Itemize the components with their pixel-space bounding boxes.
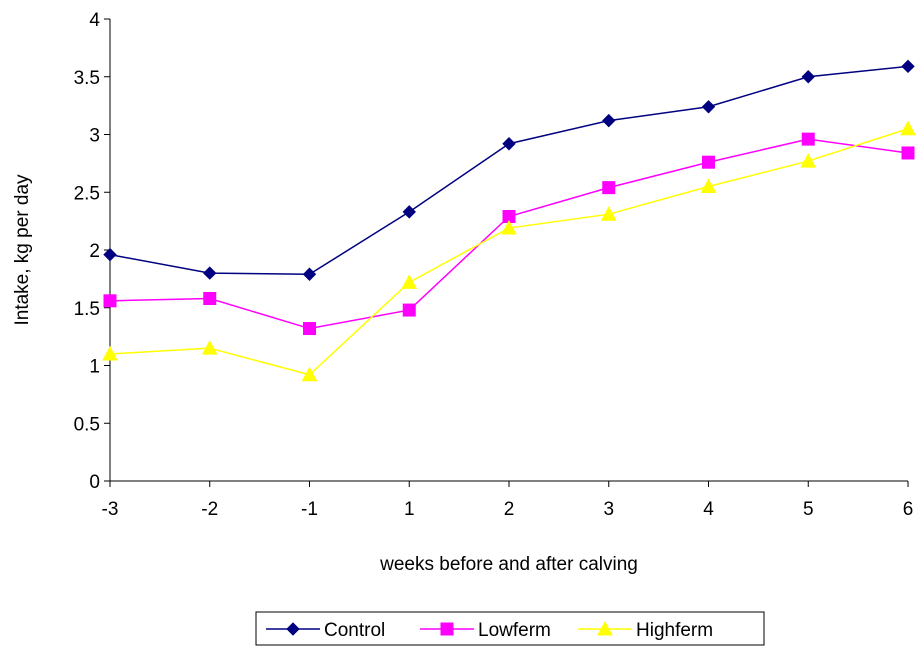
legend-marker-highferm — [597, 620, 613, 636]
series-lowferm — [103, 132, 915, 336]
y-tick-label: 3 — [89, 126, 100, 147]
data-point-lowferm — [801, 132, 815, 146]
data-point-control — [502, 137, 516, 151]
legend-label-lowferm: Lowferm — [478, 620, 551, 641]
series-highferm — [102, 120, 916, 382]
legend-marker-control — [286, 622, 300, 636]
legend-items: Control Lowferm Highferm — [266, 620, 713, 641]
x-tick-label: -3 — [102, 499, 119, 520]
data-point-lowferm — [901, 146, 915, 160]
data-point-lowferm — [402, 303, 416, 317]
series-control — [103, 59, 915, 281]
data-point-highferm — [401, 274, 418, 289]
data-point-control — [901, 59, 915, 74]
data-point-lowferm — [203, 292, 217, 306]
y-tick-label: 1 — [89, 357, 100, 378]
data-point-highferm — [600, 206, 617, 221]
x-tick-label: -1 — [301, 499, 318, 520]
y-axis-ticks: 0 0.5 1 1.5 2 2.5 3 3.5 4 — [74, 10, 110, 493]
legend-marker-lowferm — [440, 622, 454, 636]
x-tick-label: 6 — [903, 499, 914, 520]
x-tick-label: 3 — [603, 499, 614, 520]
data-point-highferm — [501, 220, 517, 235]
data-point-control — [602, 113, 616, 128]
data-point-highferm — [800, 153, 817, 168]
data-point-control — [103, 247, 117, 262]
legend-item-control: Control — [266, 620, 385, 641]
y-tick-label: 2 — [89, 241, 100, 262]
data-point-control — [402, 205, 416, 219]
y-tick-label: 1.5 — [74, 299, 100, 320]
data-point-lowferm — [602, 181, 616, 195]
x-tick-label: 4 — [703, 499, 714, 520]
data-point-highferm — [700, 178, 717, 193]
series-line-control — [109, 65, 909, 276]
x-axis-title: weeks before and after calving — [379, 554, 638, 575]
data-point-highferm — [102, 345, 118, 361]
y-tick-label: 0.5 — [74, 414, 100, 435]
x-axis-ticks: -3 -2 -1 1 2 3 4 5 6 — [102, 481, 914, 520]
legend: Control Lowferm Highferm — [255, 611, 765, 646]
data-point-control — [801, 70, 815, 84]
data-point-lowferm — [702, 155, 715, 169]
data-point-highferm — [201, 340, 218, 355]
data-point-highferm — [301, 366, 318, 382]
data-point-lowferm — [103, 294, 117, 308]
data-point-control — [203, 266, 217, 280]
series-line-highferm — [109, 128, 909, 376]
y-tick-label: 3.5 — [74, 68, 100, 89]
legend-item-highferm: Highferm — [578, 620, 713, 641]
x-tick-label: 5 — [803, 499, 814, 520]
data-point-highferm — [900, 120, 916, 136]
legend-item-lowferm: Lowferm — [420, 620, 551, 641]
legend-box — [255, 611, 765, 646]
y-axis-title: Intake, kg per day — [12, 174, 33, 326]
y-tick-label: 2.5 — [74, 183, 100, 204]
legend-label-control: Control — [324, 620, 385, 641]
data-point-control — [701, 100, 716, 114]
legend-label-highferm: Highferm — [636, 620, 713, 641]
x-tick-label: 2 — [504, 499, 515, 520]
x-tick-label: -2 — [201, 499, 218, 520]
axes: 0 0.5 1 1.5 2 2.5 3 3.5 4 -3 -2 -1 1 2 3 4 5 6 — [74, 10, 914, 520]
y-tick-label: 4 — [89, 10, 100, 31]
x-tick-label: 1 — [404, 499, 415, 520]
data-point-control — [302, 267, 317, 281]
y-tick-label: 0 — [89, 472, 100, 493]
plot-series — [102, 59, 916, 382]
data-point-lowferm — [303, 322, 316, 336]
